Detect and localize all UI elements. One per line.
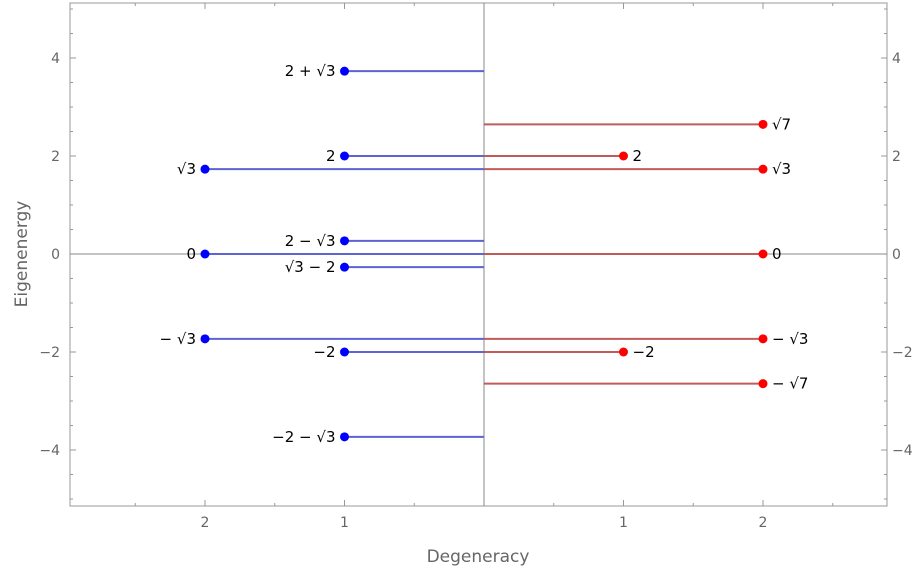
right-level-label: − √7	[772, 375, 808, 393]
x-tick-label-left: 2	[201, 515, 210, 531]
y-tick-label-right: 2	[892, 149, 901, 165]
left-level-label: √3 − 2	[285, 258, 336, 276]
right-level-point	[758, 334, 768, 344]
right-level-label: 0	[772, 245, 782, 263]
right-level-point	[619, 151, 628, 161]
tick-labels: 4 4 2 2 0 0 −2 −2 −4 −4 2 1 1 2	[39, 51, 912, 531]
right-level-label: 2	[633, 147, 643, 165]
y-tick-label-right: −2	[892, 345, 913, 361]
left-level-point	[340, 347, 349, 357]
y-tick-label-left: −2	[39, 345, 60, 361]
left-level-label: −2	[313, 343, 335, 361]
left-level-point	[340, 236, 349, 246]
y-axis-title: Eigenenergy	[12, 201, 32, 308]
x-tick-label-right: 2	[759, 515, 768, 531]
y-tick-label-left: −4	[39, 443, 60, 459]
left-level-label: 2 + √3	[285, 62, 336, 80]
energy-levels: 2 + √3 2 √3 2 − √3 0 √3 − 2 − √3 −2 −2 − √3 √7 2 √3…	[160, 62, 809, 446]
left-level-label: −2 − √3	[272, 428, 335, 446]
left-level-point	[340, 262, 349, 272]
left-level-point	[200, 164, 210, 174]
y-tick-label-right: 4	[892, 51, 901, 67]
left-level-label: √3	[177, 160, 196, 178]
right-level-point	[758, 249, 768, 259]
left-level-point	[340, 432, 349, 442]
left-level-point	[340, 66, 349, 76]
left-level-label: 0	[186, 245, 196, 263]
x-tick-label-right: 1	[619, 515, 628, 531]
x-axis-title: Degeneracy	[427, 547, 530, 567]
left-level-label: − √3	[160, 330, 196, 348]
right-level-point	[758, 164, 768, 174]
left-level-point	[200, 249, 210, 259]
y-tick-label-right: −4	[892, 443, 913, 459]
left-level-point	[200, 334, 210, 344]
y-tick-label-left: 2	[51, 149, 60, 165]
right-level-label: √7	[772, 115, 791, 133]
right-level-label: −2	[633, 343, 655, 361]
y-tick-label-right: 0	[892, 247, 901, 263]
right-level-point	[619, 347, 628, 357]
right-level-point	[758, 119, 768, 129]
left-level-label: 2	[326, 147, 336, 165]
x-tick-label-left: 1	[340, 515, 349, 531]
y-tick-label-left: 0	[51, 247, 60, 263]
right-level-label: − √3	[772, 330, 808, 348]
y-tick-label-left: 4	[51, 51, 60, 67]
left-level-point	[340, 151, 349, 161]
left-level-label: 2 − √3	[285, 232, 336, 250]
right-level-point	[758, 379, 768, 389]
right-level-label: √3	[772, 160, 791, 178]
